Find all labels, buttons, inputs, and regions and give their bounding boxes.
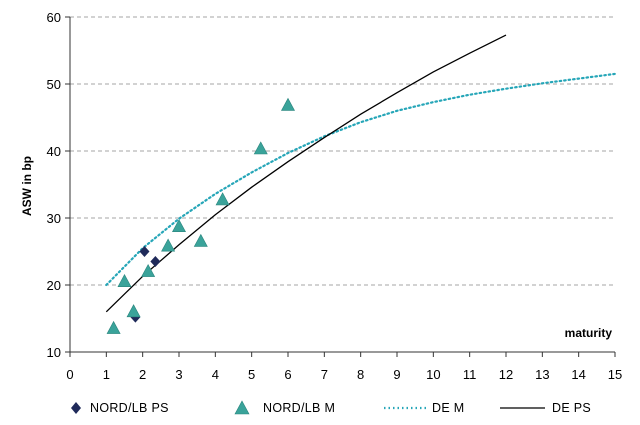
point-nord-m (215, 192, 230, 206)
point-nord-m (117, 274, 132, 287)
x-tick-label: 4 (212, 367, 219, 382)
point-nord-m (171, 219, 187, 233)
legend-item-nord-ps: NORD/LB PS (71, 401, 169, 415)
y-axis-title: ASW in bp (20, 156, 34, 216)
point-nord-m (161, 238, 176, 252)
point-nord-ps (150, 256, 161, 268)
legend-label-nord-ps: NORD/LB PS (90, 401, 169, 415)
x-tick-label: 2 (139, 367, 146, 382)
point-nord-m (106, 320, 121, 334)
x-tick-label: 7 (321, 367, 328, 382)
y-tick-label: 50 (47, 77, 61, 92)
x-tick-label: 0 (66, 367, 73, 382)
legend-marker-triangle (234, 400, 250, 415)
x-tick-label: 6 (284, 367, 291, 382)
x-tick-label: 12 (499, 367, 513, 382)
y-tick-labels: 10 20 30 40 50 60 (47, 10, 61, 360)
x-axis-title: maturity (565, 326, 613, 340)
legend: NORD/LB PS NORD/LB M DE M DE PS (71, 400, 591, 415)
x-tick-label: 10 (426, 367, 440, 382)
legend-item-de-ps: DE PS (500, 401, 591, 415)
x-tick-label: 14 (571, 367, 585, 382)
series (105, 34, 617, 334)
series-line-de-ps (105, 34, 507, 313)
x-tick-labels: 0 1 2 3 4 5 6 7 8 9 10 11 12 13 14 15 (66, 367, 622, 382)
x-tick-label: 8 (357, 367, 364, 382)
y-tick-label: 20 (47, 278, 61, 293)
point-nord-m (253, 141, 268, 155)
legend-label-de-ps: DE PS (552, 401, 591, 415)
x-tick-label: 5 (248, 367, 255, 382)
y-tick-label: 10 (47, 345, 61, 360)
point-nord-m (126, 304, 141, 318)
legend-item-nord-m: NORD/LB M (234, 400, 335, 415)
y-tick-label: 60 (47, 10, 61, 25)
point-nord-m (280, 97, 296, 111)
legend-label-de-m: DE M (432, 401, 464, 415)
x-tick-label: 15 (608, 367, 622, 382)
y-tick-label: 40 (47, 144, 61, 159)
point-nord-m (141, 263, 156, 277)
x-tick-label: 1 (103, 367, 110, 382)
legend-label-nord-m: NORD/LB M (263, 401, 335, 415)
gridlines (70, 16, 615, 286)
legend-marker-diamond (71, 402, 81, 414)
y-tick-label: 30 (47, 211, 61, 226)
x-tick-label: 13 (535, 367, 549, 382)
x-tick-label: 11 (463, 367, 477, 382)
legend-item-de-m: DE M (384, 401, 464, 415)
series-line-de-m (105, 72, 617, 287)
x-tick-label: 9 (393, 367, 400, 382)
point-nord-m (193, 233, 208, 247)
point-nord-ps (139, 246, 150, 257)
axes (65, 16, 616, 357)
x-tick-label: 3 (175, 367, 182, 382)
